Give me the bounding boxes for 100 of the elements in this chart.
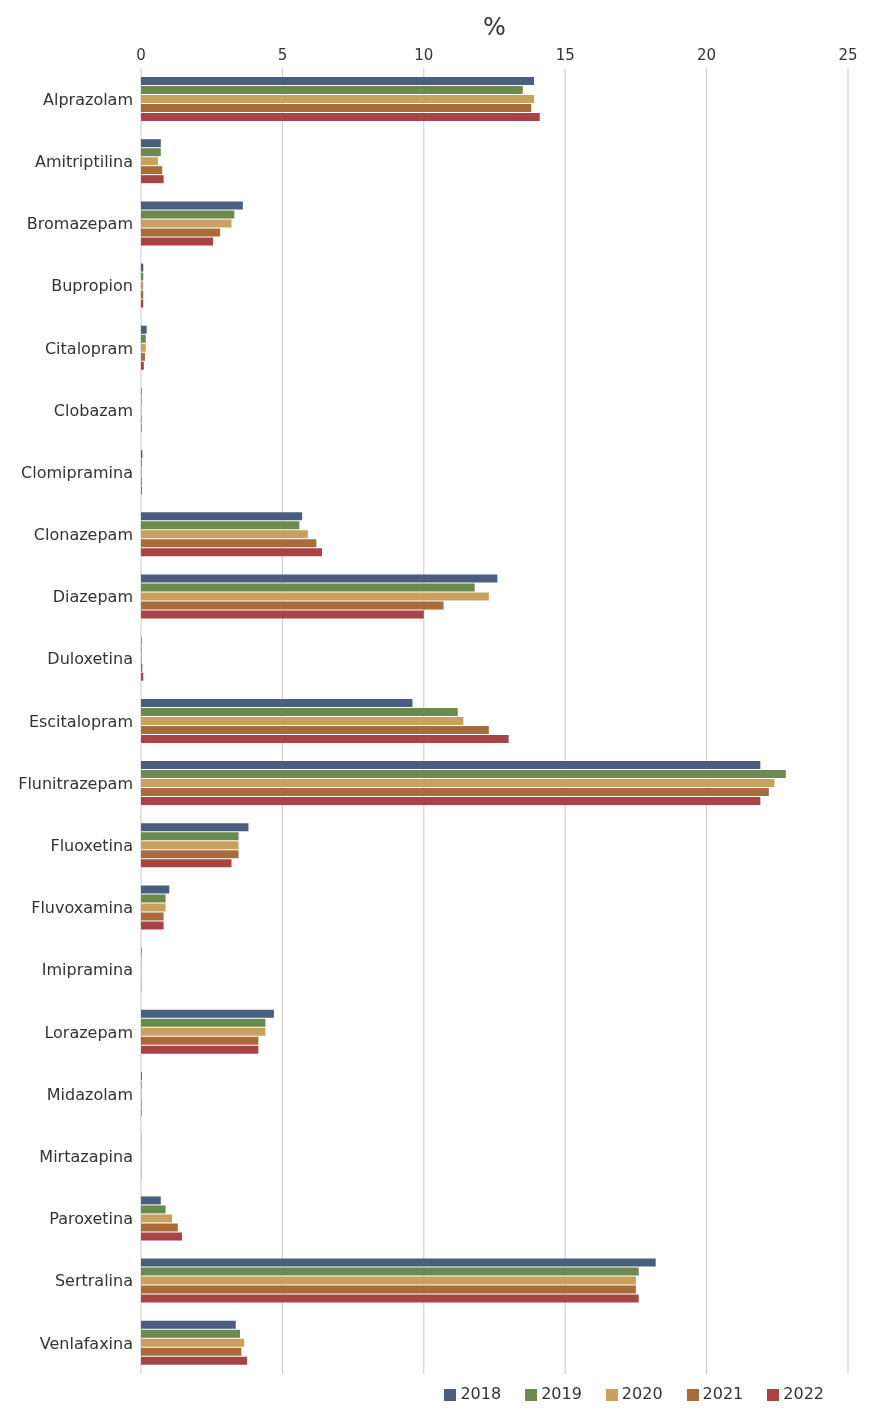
bar [141, 841, 239, 850]
y-tick-label: Clomipramina [21, 462, 133, 482]
x-axis-title: % [483, 13, 506, 42]
bar [141, 574, 498, 583]
y-tick-label: Imipramina [41, 960, 133, 980]
bar [141, 912, 164, 921]
y-tick-label: Clonazepam [33, 525, 133, 545]
legend-label: 2019 [541, 1384, 582, 1403]
y-tick-label: Venlafaxina [39, 1333, 133, 1353]
y-tick-label: Clobazam [53, 400, 133, 420]
bar [141, 1027, 266, 1036]
bar [141, 601, 444, 610]
bar [141, 850, 239, 859]
bar [141, 219, 232, 228]
x-tick-label: 20 [697, 46, 717, 64]
x-tick-label: 25 [838, 46, 858, 64]
bar [141, 512, 303, 521]
bar [141, 903, 166, 912]
bar [141, 707, 458, 716]
y-tick-label: Fluoxetina [50, 836, 133, 856]
bar [141, 797, 761, 806]
bar [141, 894, 166, 903]
y-tick-label: Paroxetina [49, 1209, 133, 1229]
y-tick-label: Amitriptilina [35, 151, 133, 171]
bar [141, 788, 769, 797]
bar [141, 521, 300, 530]
bar [141, 334, 146, 343]
y-tick-label: Diazepam [52, 587, 133, 607]
bar [141, 1196, 161, 1205]
bar [141, 237, 214, 246]
x-tick-label: 15 [555, 46, 575, 64]
bar [141, 148, 161, 157]
bar [141, 86, 523, 94]
bar [141, 157, 158, 166]
bar [141, 530, 308, 539]
legend-label: 2018 [460, 1384, 502, 1403]
bar [141, 698, 413, 707]
bar [141, 1045, 259, 1054]
bar [141, 1329, 240, 1338]
legend-label: 2021 [702, 1384, 744, 1403]
y-tick-label: Escitalopram [28, 711, 133, 731]
bar [141, 823, 249, 832]
bar [141, 1267, 639, 1276]
y-tick-label: Lorazepam [44, 1022, 133, 1042]
y-tick-label: Duloxetina [47, 649, 133, 669]
bar [141, 1320, 236, 1329]
bar [141, 361, 144, 370]
y-tick-label: Mirtazapina [39, 1147, 133, 1167]
bar [141, 859, 232, 868]
legend-label: 2022 [783, 1384, 824, 1403]
bar [141, 166, 163, 175]
bar [141, 1232, 183, 1241]
bar [141, 77, 535, 85]
bar [141, 832, 239, 841]
bar [141, 770, 786, 779]
bar [141, 1276, 636, 1285]
bar [141, 1018, 266, 1027]
bar [141, 779, 775, 788]
bar [141, 1338, 245, 1347]
bar [141, 548, 322, 557]
bar [141, 1294, 639, 1303]
x-tick-label: 5 [277, 46, 288, 64]
bar [141, 352, 145, 361]
x-tick-label: 0 [136, 46, 146, 64]
y-tick-label: Bromazepam [26, 214, 133, 234]
legend-label: 2020 [621, 1384, 663, 1403]
y-tick-label: Sertralina [54, 1271, 133, 1291]
bar [141, 592, 489, 601]
y-tick-label: Citalopram [44, 338, 133, 358]
bar [141, 95, 535, 103]
bar [141, 1214, 173, 1223]
bar [141, 1258, 656, 1267]
bar [141, 761, 761, 770]
bar [141, 343, 146, 352]
bar [141, 716, 464, 725]
x-tick-label: 10 [414, 46, 434, 64]
bar [141, 1356, 248, 1365]
bar [141, 113, 540, 121]
bar [141, 210, 235, 219]
y-tick-label: Fluvoxamina [31, 898, 133, 918]
bar [141, 583, 475, 592]
bar [141, 201, 243, 210]
bar [141, 1009, 274, 1018]
y-tick-label: Midazolam [46, 1084, 133, 1104]
y-tick-label: Flunitrazepam [18, 773, 133, 793]
y-tick-label: Bupropion [51, 276, 133, 296]
bar [141, 1223, 178, 1232]
bar [141, 885, 170, 894]
bar [141, 104, 532, 112]
bar [141, 921, 164, 930]
bar [141, 228, 221, 237]
bar [141, 1036, 259, 1045]
bar [141, 175, 164, 184]
y-tick-label: Alprazolam [43, 89, 133, 109]
bar [141, 539, 317, 548]
bar [141, 725, 489, 734]
bar [141, 1347, 242, 1356]
bar [141, 734, 509, 743]
bar [141, 325, 147, 334]
bar [141, 139, 161, 148]
